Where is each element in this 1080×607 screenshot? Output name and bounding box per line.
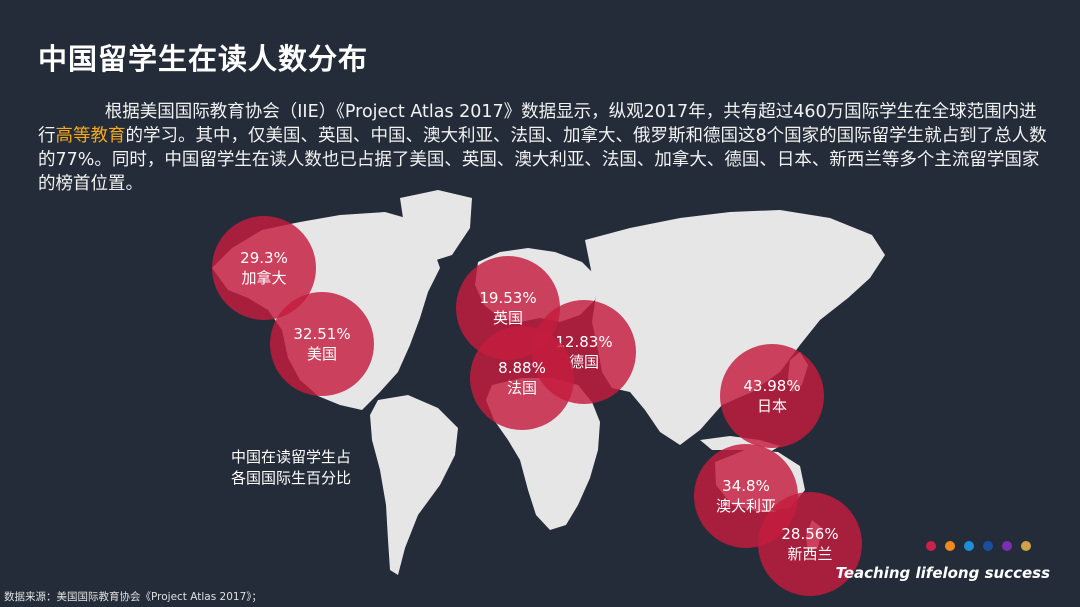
brand-dot [964, 541, 974, 551]
paragraph-text-before: 根据美国国际教育协会（IIE）《Project Atlas 2017》数据显示，… [38, 102, 1037, 146]
bubble-australia: 34.8% 澳大利亚 [694, 444, 798, 548]
asia-landmass [585, 210, 885, 445]
data-source-note: 数据来源：美国国际教育协会《Project Atlas 2017》； [4, 591, 263, 603]
bubble-value: 28.56% [781, 525, 839, 543]
caption-line: 各国国际生百分比 [230, 469, 351, 487]
bubble-value: 19.53% [479, 289, 537, 307]
bubble-france: 8.88% 法国 [470, 326, 574, 430]
bubble-country: 日本 [756, 397, 787, 415]
intro-paragraph: 根据美国国际教育协会（IIE）《Project Atlas 2017》数据显示，… [38, 100, 1048, 196]
bubble-value: 12.83% [555, 333, 613, 351]
slide-title: 中国留学生在读人数分布 [38, 42, 369, 76]
bubble-value: 43.98% [743, 377, 801, 395]
brand-dot [983, 541, 993, 551]
brand-dots [926, 541, 1031, 551]
bubble-country: 新西兰 [787, 545, 833, 563]
map-caption: 中国在读留学生占 各国国际生百分比 [216, 447, 366, 489]
highlighted-term: 高等教育 [55, 126, 126, 146]
south-america-landmass [370, 395, 458, 575]
bubble-usa: 32.51% 美国 [270, 292, 374, 396]
brand-dot [1002, 541, 1012, 551]
bubble-country: 德国 [568, 353, 599, 371]
greenland-landmass [400, 190, 472, 262]
bubble-country: 英国 [492, 309, 523, 327]
bubble-country: 美国 [306, 345, 337, 363]
bubble-value: 32.51% [293, 325, 351, 343]
bubble-new-zealand: 28.56% 新西兰 [758, 492, 862, 596]
bubble-value: 29.3% [240, 249, 288, 267]
bubble-value: 8.88% [498, 359, 546, 377]
bubble-country: 澳大利亚 [715, 497, 776, 515]
brand-dot [1021, 541, 1031, 551]
brand-dot [926, 541, 936, 551]
bubble-japan: 43.98% 日本 [720, 344, 824, 448]
bubble-country: 法国 [506, 379, 537, 397]
caption-line: 中国在读留学生占 [230, 448, 351, 466]
bubble-country: 加拿大 [241, 269, 287, 287]
bubble-value: 34.8% [722, 477, 770, 495]
brand-tagline: Teaching lifelong success [835, 564, 1050, 582]
brand-dot [945, 541, 955, 551]
paragraph-text-after: 的学习。其中，仅美国、英国、中国、澳大利亚、法国、加拿大、俄罗斯和德国这8个国家… [38, 126, 1047, 194]
